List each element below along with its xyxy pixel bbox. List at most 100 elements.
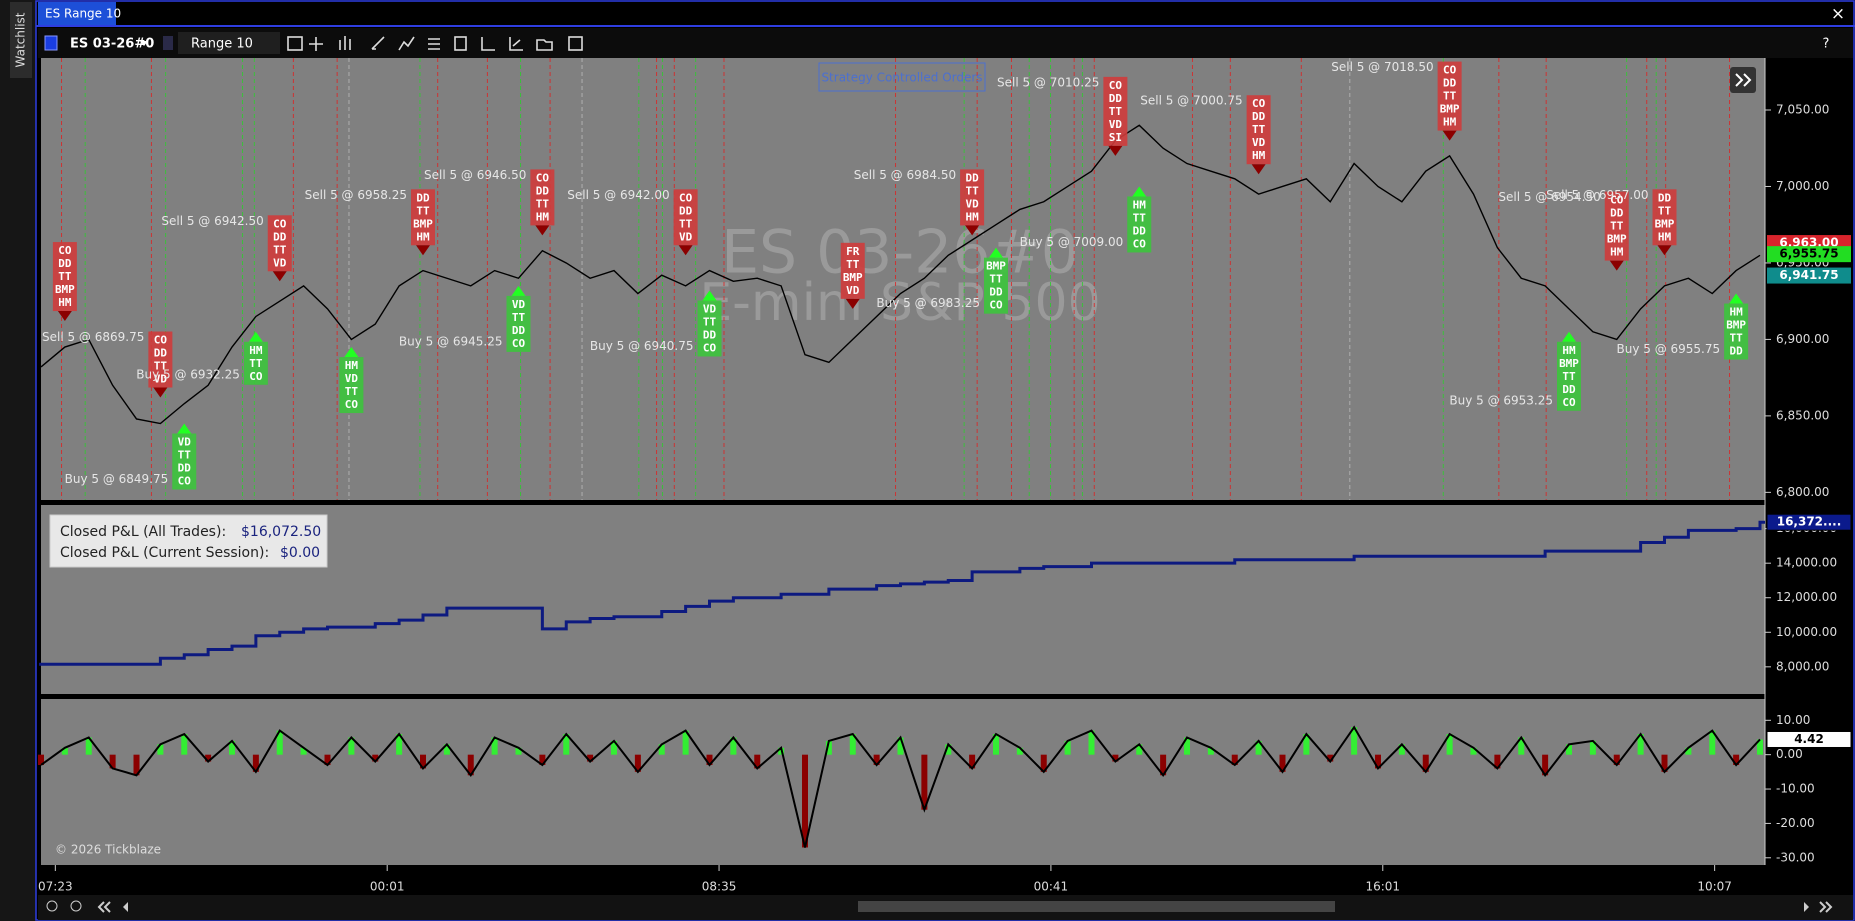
oscillator-bar bbox=[706, 754, 713, 765]
icon-bars[interactable] bbox=[339, 36, 351, 50]
expand-icon[interactable] bbox=[1735, 73, 1752, 87]
oscillator-bar bbox=[563, 734, 570, 755]
symbol-selector[interactable]: ES 03-26#0 bbox=[70, 37, 154, 52]
scroll-start[interactable] bbox=[97, 901, 111, 913]
toolbar-icons[interactable] bbox=[287, 36, 583, 51]
signal-arrow bbox=[57, 311, 72, 322]
watchlist-tab[interactable] bbox=[10, 2, 32, 78]
oscillator-bar bbox=[420, 754, 426, 769]
oscillator-bar bbox=[1637, 734, 1644, 755]
pnl-all-label: Closed P&L (All Trades): bbox=[60, 524, 226, 540]
signal-code: HM bbox=[249, 344, 263, 357]
signal-code: DD bbox=[536, 184, 550, 197]
orders-button[interactable] bbox=[818, 62, 986, 92]
signal-code: CO bbox=[679, 191, 693, 204]
oscillator-bar bbox=[348, 737, 355, 755]
signal-label: Sell 5 @ 6957.00 bbox=[1546, 188, 1648, 202]
signal-code: VD bbox=[703, 302, 717, 315]
scroll-thumb[interactable] bbox=[858, 901, 1335, 912]
icon-doc[interactable] bbox=[454, 36, 467, 51]
signal-code: BMP bbox=[1607, 233, 1627, 246]
interval-box[interactable] bbox=[178, 32, 280, 54]
oscillator-bar bbox=[1470, 747, 1477, 755]
dropdown-arrow[interactable] bbox=[140, 41, 148, 46]
tab[interactable] bbox=[38, 2, 116, 26]
signal-code: DD bbox=[273, 230, 287, 243]
pnl-all-value: $16,072.50 bbox=[241, 524, 321, 540]
signal-arrow bbox=[965, 225, 980, 236]
toolbar bbox=[38, 28, 1853, 58]
oscillator-bar bbox=[1040, 754, 1047, 772]
signal-code: VD bbox=[846, 284, 860, 297]
sell-signal bbox=[530, 169, 555, 226]
signal-code: DD bbox=[679, 204, 693, 217]
tab-title[interactable]: ES Range 10 bbox=[45, 7, 121, 21]
signal-arrow bbox=[272, 271, 287, 282]
signal-code: CO bbox=[249, 370, 263, 383]
icon-axis2[interactable] bbox=[509, 37, 523, 51]
buy-signal bbox=[697, 300, 722, 357]
chart-layer: 6,800.006,850.006,900.006,950.007,000.00… bbox=[38, 58, 1852, 894]
interval-swatch[interactable] bbox=[163, 36, 173, 50]
icon-line[interactable] bbox=[398, 36, 415, 51]
signal-label: Buy 5 @ 6955.75 bbox=[1616, 342, 1720, 356]
signal-code: TT bbox=[1443, 90, 1457, 103]
signal-arrow bbox=[344, 347, 359, 358]
oscillator-line bbox=[40, 725, 1761, 848]
price-label-box bbox=[1767, 267, 1851, 284]
oscillator-bar bbox=[1231, 754, 1238, 765]
pnl-panel bbox=[41, 505, 1765, 694]
icon-axis[interactable] bbox=[481, 37, 495, 51]
icon-crosshair[interactable] bbox=[309, 37, 323, 51]
scroll-right[interactable] bbox=[1804, 902, 1809, 912]
signal-arrow bbox=[1562, 331, 1576, 342]
signal-code: TT bbox=[989, 273, 1003, 286]
icon-folder[interactable] bbox=[536, 39, 553, 51]
signal-arrow bbox=[535, 225, 550, 236]
signal-code: DD bbox=[154, 347, 168, 360]
oscillator-bar bbox=[229, 740, 235, 755]
signal-code: CO bbox=[512, 337, 526, 350]
signal-code: TT bbox=[1133, 211, 1147, 224]
y-tick-label: 6,850.00 bbox=[1776, 408, 1829, 422]
signal-code: CO bbox=[1562, 396, 1576, 409]
zoom-in[interactable] bbox=[70, 900, 82, 912]
last-value-label: 16,372.... bbox=[1777, 515, 1842, 529]
watchlist-label[interactable]: Watchlist bbox=[14, 12, 28, 67]
icon-save[interactable] bbox=[568, 36, 583, 51]
scroll-end[interactable] bbox=[1819, 901, 1833, 913]
signal-code: HM bbox=[1658, 230, 1672, 243]
zoom-out[interactable] bbox=[46, 900, 58, 912]
help-button[interactable]: ? bbox=[1823, 37, 1830, 52]
orders-button-label[interactable]: Strategy Controlled Orders bbox=[821, 71, 982, 85]
signal-code: TT bbox=[249, 357, 263, 370]
y-tick-label: -10.00 bbox=[1776, 782, 1815, 796]
signal-code: DD bbox=[1133, 224, 1147, 237]
signal-code: DD bbox=[1252, 110, 1266, 123]
signal-code: VD bbox=[273, 256, 287, 269]
icon-zoom[interactable] bbox=[287, 36, 303, 51]
oscillator-bar bbox=[897, 737, 904, 755]
close-button[interactable]: × bbox=[1831, 4, 1845, 24]
signal-code: CO bbox=[1133, 237, 1147, 250]
oscillator-bar bbox=[85, 737, 92, 755]
signal-label: Sell 5 @ 6954.50 bbox=[1498, 190, 1600, 204]
oscillator-bar bbox=[324, 754, 331, 765]
icon-draw[interactable] bbox=[371, 36, 385, 50]
sell-signal bbox=[1604, 191, 1629, 261]
last-value-box bbox=[1766, 730, 1852, 748]
signal-code: CO bbox=[703, 341, 717, 354]
signal-code: HM bbox=[58, 296, 72, 309]
color-swatch[interactable] bbox=[44, 35, 58, 51]
oscillator-bar bbox=[1709, 730, 1716, 755]
price-label-box bbox=[1767, 246, 1851, 263]
icon-list[interactable] bbox=[428, 38, 440, 50]
signal-code: DD bbox=[966, 171, 980, 184]
signal-code: CO bbox=[989, 299, 1003, 312]
signal-label: Sell 5 @ 6984.50 bbox=[854, 168, 956, 182]
scroll-left[interactable] bbox=[123, 902, 128, 912]
price-panel bbox=[41, 58, 1765, 500]
signal-code: BMP bbox=[986, 260, 1006, 273]
signal-code: CO bbox=[1252, 97, 1266, 110]
interval-text[interactable]: Range 10 bbox=[191, 37, 253, 52]
